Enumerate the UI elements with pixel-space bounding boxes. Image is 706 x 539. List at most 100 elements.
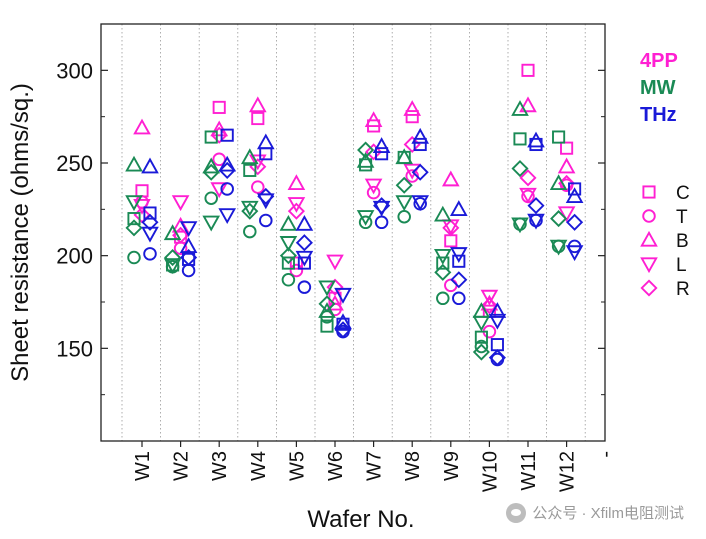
point-mw-r — [318, 295, 336, 313]
point-mw-b — [163, 224, 182, 241]
y-axis-title: Sheet resistance (ohms/sq.) — [7, 83, 34, 382]
point-thz-l — [565, 245, 584, 262]
legend-label-r: R — [676, 279, 690, 300]
point-mw-l — [433, 249, 452, 265]
point-mw-r — [125, 219, 143, 237]
point-4pp-l — [557, 206, 576, 223]
point-4pp-r — [519, 169, 537, 187]
point-4pp-t — [289, 263, 304, 278]
point-thz-t — [181, 263, 196, 278]
point-4pp-l — [171, 195, 190, 212]
point-mw-t — [127, 250, 141, 265]
x-tick-label: W2 — [171, 451, 193, 481]
point-thz-b — [488, 302, 507, 318]
point-thz-r — [141, 213, 159, 231]
point-thz-c — [220, 128, 234, 142]
point-mw-t — [397, 209, 411, 224]
point-mw-b — [125, 155, 143, 172]
point-thz-b — [372, 137, 391, 153]
point-mw-b — [356, 151, 375, 168]
point-thz-l — [218, 208, 237, 225]
point-mw-b — [279, 215, 298, 231]
x-tick-label: W8 — [402, 451, 424, 481]
point-4pp-c — [289, 256, 303, 270]
point-mw-c — [320, 319, 334, 333]
point-4pp-b — [364, 111, 383, 128]
point-thz-c — [375, 147, 389, 161]
point-mw-r — [164, 248, 182, 267]
point-mw-l — [279, 236, 298, 252]
point-4pp-l — [480, 289, 499, 306]
data-points — [125, 63, 584, 367]
point-mw-c — [436, 256, 450, 270]
point-4pp-t — [444, 278, 458, 293]
point-thz-l — [527, 213, 545, 230]
point-4pp-c — [444, 234, 458, 248]
point-4pp-c — [405, 110, 419, 124]
point-mw-c — [204, 130, 218, 144]
x-tick-label: W10 — [479, 451, 501, 492]
point-mw-t — [358, 215, 373, 230]
point-mw-b — [318, 302, 336, 318]
point-4pp-l — [210, 182, 229, 199]
wechat-logo-icon — [506, 502, 527, 523]
point-mw-l — [125, 195, 143, 212]
legend-marker-c — [642, 185, 656, 199]
point-thz-r — [218, 161, 236, 179]
point-mw-c — [281, 256, 295, 270]
point-mw-l — [356, 210, 375, 226]
legend-method-thz: THz — [640, 104, 677, 126]
point-thz-r — [566, 213, 584, 231]
y-tick-label: 250 — [56, 151, 93, 176]
point-thz-b — [449, 200, 468, 216]
point-mw-c — [127, 212, 141, 226]
point-mw-l — [163, 258, 182, 275]
axis-labels: 150 200 250 300 W1 W2 W3 W4 W5 W6 W7 W8 W9 W10 W11 W12 -… — [7, 58, 617, 533]
point-mw-t — [436, 291, 450, 306]
point-4pp-c — [251, 111, 265, 126]
point-mw-c — [513, 132, 527, 146]
point-4pp-c — [560, 141, 574, 155]
point-thz-r — [373, 197, 391, 215]
point-mw-r — [511, 160, 529, 178]
point-4pp-b — [441, 170, 460, 187]
point-4pp-b — [133, 118, 151, 135]
point-mw-b — [549, 174, 568, 191]
x-tick-label: W12 — [557, 451, 579, 492]
point-mw-l — [511, 217, 529, 234]
point-mw-l — [202, 215, 221, 232]
point-thz-b — [295, 215, 314, 231]
legend-method-mw: MW — [640, 77, 676, 99]
point-thz-b — [141, 157, 159, 174]
point-thz-c — [452, 254, 466, 268]
point-thz-r — [257, 187, 275, 205]
watermark: 公众号 · Xfilm电阻测试 — [506, 502, 684, 523]
point-mw-t — [474, 339, 489, 354]
point-mw-t — [243, 224, 257, 239]
point-4pp-l — [364, 178, 383, 195]
legend-marker-b — [640, 230, 658, 247]
point-4pp-t — [212, 152, 226, 167]
point-4pp-l — [403, 163, 422, 180]
point-thz-l — [488, 313, 507, 330]
x-tick-label: W6 — [325, 451, 347, 481]
point-mw-b — [202, 157, 221, 174]
point-4pp-r — [480, 297, 498, 315]
point-thz-l — [179, 221, 198, 238]
point-4pp-b — [326, 294, 344, 311]
x-tick-label: W9 — [441, 451, 463, 481]
plot-frame — [100, 23, 606, 442]
point-thz-t — [297, 280, 312, 294]
point-mw-c — [474, 330, 488, 344]
point-mw-r — [357, 141, 375, 159]
y-tick-label: 300 — [56, 58, 93, 83]
point-mw-r — [395, 176, 413, 194]
point-mw-b — [433, 205, 452, 222]
point-mw-r — [434, 263, 452, 281]
point-mw-r — [472, 343, 490, 361]
point-mw-l — [549, 239, 568, 256]
point-mw-c — [243, 163, 257, 177]
point-mw-r — [241, 202, 259, 220]
